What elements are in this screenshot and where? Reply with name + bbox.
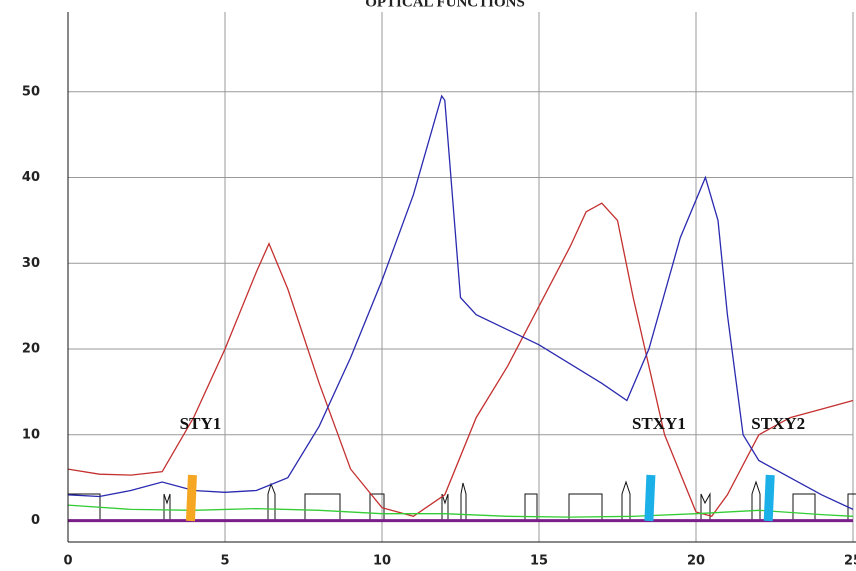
chart-title: OPTICAL FUNCTIONS <box>365 0 525 10</box>
marker-bar <box>763 474 775 522</box>
marker-bar <box>185 474 197 522</box>
y-tick-label: 30 <box>22 256 40 271</box>
marker-bar <box>644 474 656 522</box>
x-tick-label: 25 <box>844 554 856 569</box>
x-tick-label: 20 <box>687 554 705 569</box>
x-tick-label: 5 <box>220 554 229 569</box>
y-tick-label: 50 <box>22 84 40 99</box>
series-line <box>68 504 854 518</box>
x-tick-label: 10 <box>373 554 391 569</box>
y-tick-label: 10 <box>22 427 40 442</box>
series-line <box>68 94 854 510</box>
y-tick-label: 40 <box>22 170 40 185</box>
x-tick-label: 15 <box>530 554 548 569</box>
marker-label: STXY2 <box>751 414 805 433</box>
y-tick-label: 0 <box>31 513 40 528</box>
y-tick-label: 20 <box>22 342 40 357</box>
x-tick-label: 0 <box>63 554 72 569</box>
lattice-elements <box>67 480 856 521</box>
marker-label: STY1 <box>180 414 222 433</box>
marker-label: STXY1 <box>632 414 686 433</box>
